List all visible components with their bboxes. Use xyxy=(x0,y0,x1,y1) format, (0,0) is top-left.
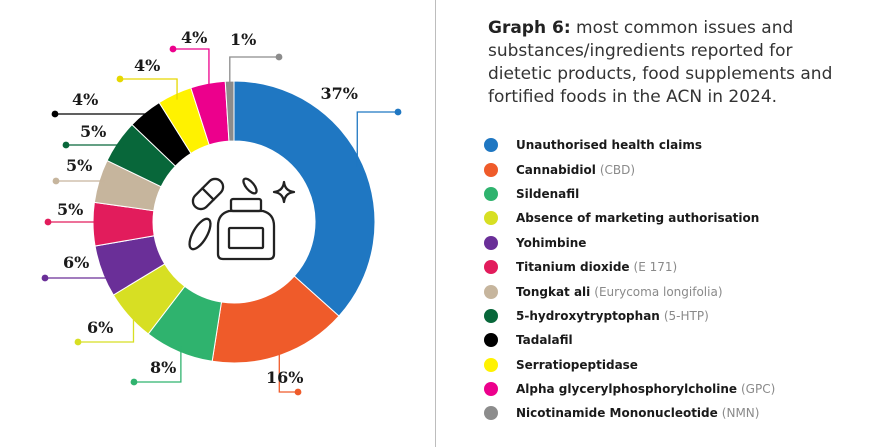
donut-chart: 37% 16% 8% 6% 6% 5% 5% 5% 4% 4% 4% 1% xyxy=(41,28,402,396)
legend-item: Nicotinamide Mononucleotide (NMN) xyxy=(484,401,775,425)
callout-line-0 xyxy=(356,111,398,167)
callout-line-6 xyxy=(56,180,106,183)
callout-line-9 xyxy=(120,78,178,100)
callout-dot-8 xyxy=(51,110,59,118)
legend-label: Tadalafil xyxy=(516,333,573,348)
legend-label: Tongkat ali (Eurycoma longifolia) xyxy=(516,284,723,299)
legend-label: Sildenafil xyxy=(516,186,580,201)
legend-swatch xyxy=(484,260,498,275)
legend-label: Titanium dioxide (E 171) xyxy=(516,260,678,275)
legend-label: Cannabidiol (CBD) xyxy=(516,162,636,177)
legend-label: Nicotinamide Mononucleotide (NMN) xyxy=(516,406,760,421)
callout-line-10 xyxy=(173,48,210,90)
data-label-6: 5% xyxy=(66,156,92,175)
callout-line-2 xyxy=(134,346,182,383)
data-label-2: 8% xyxy=(150,358,176,377)
legend-item: Yohimbine xyxy=(484,231,775,255)
callout-dot-11 xyxy=(275,53,283,61)
legend-swatch xyxy=(484,357,498,372)
data-label-4: 6% xyxy=(63,253,89,272)
legend-label: 5-hydroxytryptophan (5-HTP) xyxy=(516,308,709,323)
legend-note: (NMN) xyxy=(721,406,760,421)
data-label-7: 5% xyxy=(80,122,106,141)
vertical-divider xyxy=(435,0,436,447)
legend-swatch xyxy=(484,284,498,299)
legend-swatch xyxy=(484,235,498,250)
legend-item: Tongkat ali (Eurycoma longifolia) xyxy=(484,279,775,303)
legend-label: Alpha glycerylphosphorylcholine (GPC) xyxy=(516,382,776,397)
callout-dot-7 xyxy=(62,141,70,149)
callout-dot-3 xyxy=(74,338,82,346)
data-label-10: 4% xyxy=(181,28,207,47)
legend-item: Cannabidiol (CBD) xyxy=(484,157,775,181)
title-bold: Graph 6: xyxy=(488,18,571,38)
slice-0 xyxy=(233,80,376,317)
legend-item: Sildenafil xyxy=(484,182,775,206)
data-label-8: 4% xyxy=(72,90,98,109)
chart-title: Graph 6: most common issues and substanc… xyxy=(488,17,848,109)
legend-note: (GPC) xyxy=(741,382,776,397)
legend-swatch xyxy=(484,406,498,421)
data-label-3: 6% xyxy=(87,318,113,337)
callout-line-8 xyxy=(55,113,150,118)
legend-item: Serratiopeptidase xyxy=(484,353,775,377)
legend-note: (CBD) xyxy=(599,162,636,177)
callout-line-4 xyxy=(45,269,109,279)
legend-swatch xyxy=(484,138,498,153)
legend-item: 5-hydroxytryptophan (5-HTP) xyxy=(484,304,775,328)
legend-swatch xyxy=(484,333,498,348)
callout-dot-6 xyxy=(52,177,60,185)
callout-line-5 xyxy=(48,221,100,225)
callout-line-1 xyxy=(278,349,298,393)
legend-note: (Eurycoma longifolia) xyxy=(594,284,723,299)
legend-label: Absence of marketing authorisation xyxy=(516,211,760,226)
legend-note: (E 171) xyxy=(633,260,678,275)
callout-dot-10 xyxy=(169,45,177,53)
callout-line-11 xyxy=(229,56,279,88)
legend-label: Unauthorised health claims xyxy=(516,138,702,153)
data-label-1: 16% xyxy=(266,368,303,387)
callout-dot-1 xyxy=(294,388,302,396)
legend-swatch xyxy=(484,382,498,397)
callout-line-3 xyxy=(78,312,135,343)
legend-item: Unauthorised health claims xyxy=(484,133,775,157)
data-label-0: 37% xyxy=(321,84,358,103)
legend-swatch xyxy=(484,162,498,177)
legend-item: Tadalafil xyxy=(484,328,775,352)
callout-dot-0 xyxy=(394,108,402,116)
callout-dot-4 xyxy=(41,274,49,282)
callout-dot-2 xyxy=(130,378,138,386)
legend-label: Serratiopeptidase xyxy=(516,357,638,372)
data-label-5: 5% xyxy=(57,200,83,219)
data-label-11: 1% xyxy=(230,30,256,49)
legend-swatch xyxy=(484,211,498,226)
legend-item: Absence of marketing authorisation xyxy=(484,206,775,230)
title-text: most common issues and substances/ingred… xyxy=(488,18,833,107)
legend-item: Titanium dioxide (E 171) xyxy=(484,255,775,279)
slice-11 xyxy=(224,80,235,142)
legend: Unauthorised health claims Cannabidiol (CB… xyxy=(484,133,775,426)
legend-swatch xyxy=(484,308,498,323)
legend-note: (5-HTP) xyxy=(663,308,709,323)
supplements-jar-icon xyxy=(188,177,296,261)
callout-dot-5 xyxy=(44,218,52,226)
callout-dot-9 xyxy=(116,75,124,83)
legend-item: Alpha glycerylphosphorylcholine (GPC) xyxy=(484,377,775,401)
data-label-9: 4% xyxy=(134,56,160,75)
legend-label: Yohimbine xyxy=(516,235,587,250)
legend-swatch xyxy=(484,186,498,201)
